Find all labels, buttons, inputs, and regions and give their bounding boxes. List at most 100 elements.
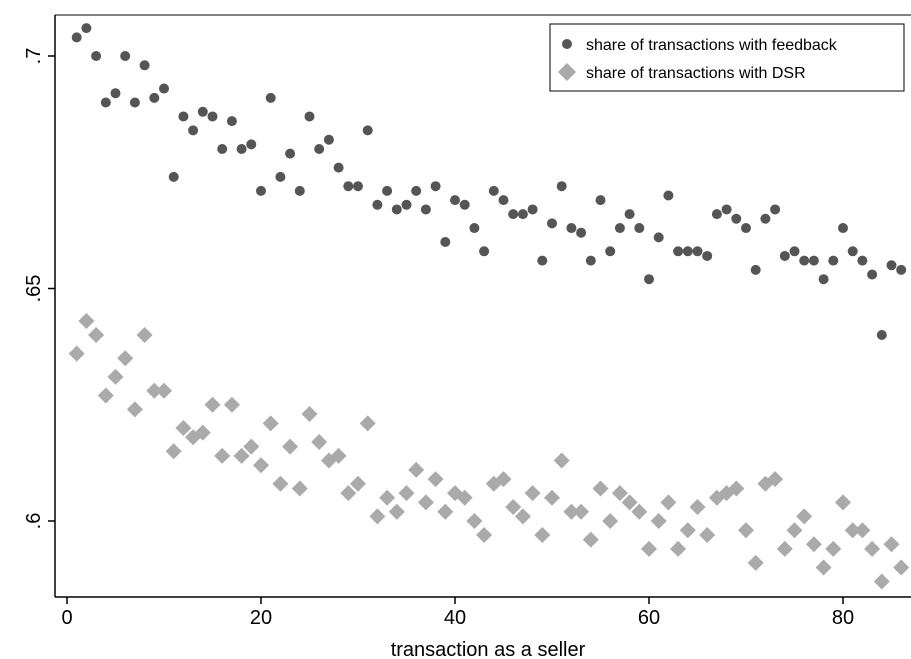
y-tick-label: .7	[23, 48, 45, 65]
data-point-dsr	[175, 420, 192, 436]
data-point-feedback	[605, 246, 616, 257]
data-point-feedback	[285, 148, 296, 159]
data-point-feedback	[537, 255, 548, 266]
data-point-feedback	[168, 171, 179, 182]
data-point-feedback	[663, 190, 674, 201]
data-point-feedback	[382, 185, 393, 196]
data-point-dsr	[873, 573, 890, 590]
data-point-feedback	[585, 255, 596, 266]
data-point-feedback	[799, 255, 810, 266]
data-point-feedback	[459, 199, 470, 210]
data-point-dsr	[796, 508, 813, 525]
data-point-feedback	[217, 144, 228, 154]
data-point-feedback	[547, 218, 557, 229]
data-point-dsr	[621, 494, 638, 511]
data-point-dsr	[563, 503, 580, 520]
data-point-dsr	[544, 489, 560, 506]
data-point-feedback	[411, 185, 422, 196]
data-point-feedback	[256, 185, 266, 196]
data-point-feedback	[624, 209, 635, 220]
data-point-feedback	[808, 255, 819, 266]
data-point-dsr	[650, 513, 667, 529]
data-point-dsr	[805, 536, 822, 553]
data-point-feedback	[779, 250, 790, 261]
data-point-dsr	[573, 503, 590, 520]
data-point-dsr	[427, 471, 444, 488]
data-point-dsr	[369, 508, 386, 525]
data-point-feedback	[207, 111, 218, 122]
data-point-feedback	[149, 92, 160, 103]
data-point-feedback	[576, 227, 587, 238]
x-axis-title: transaction as a seller	[391, 639, 586, 659]
x-tick-label: 40	[444, 607, 466, 629]
data-point-dsr	[728, 480, 745, 497]
data-point-feedback	[653, 232, 664, 243]
data-point-dsr	[340, 485, 357, 502]
data-point-feedback	[634, 223, 645, 234]
data-point-dsr	[272, 475, 289, 492]
data-point-dsr	[660, 494, 677, 511]
data-point-feedback	[391, 204, 402, 215]
legend-label-feedback: share of transactions with feedback	[586, 37, 838, 54]
data-point-feedback	[120, 51, 131, 61]
data-point-feedback	[401, 199, 412, 210]
data-point-feedback	[450, 195, 460, 206]
data-point-dsr	[88, 327, 105, 343]
data-point-feedback	[333, 162, 344, 173]
data-point-feedback	[236, 144, 247, 154]
data-point-feedback	[440, 237, 451, 247]
data-point-feedback	[323, 134, 334, 145]
data-point-feedback	[304, 111, 315, 122]
data-point-dsr	[456, 489, 473, 506]
x-axis-ticks: 0 20 40 60 80	[61, 597, 854, 629]
data-point-dsr	[738, 522, 754, 539]
data-point-feedback	[353, 181, 363, 192]
data-point-dsr	[631, 503, 648, 520]
data-point-feedback	[100, 97, 111, 108]
data-point-dsr	[776, 540, 793, 557]
data-point-dsr	[291, 480, 308, 497]
data-point-dsr	[786, 522, 803, 539]
data-point-dsr	[262, 415, 279, 432]
data-point-feedback	[197, 106, 208, 117]
data-point-feedback	[711, 209, 722, 220]
data-point-dsr	[97, 387, 114, 404]
data-point-dsr	[495, 471, 512, 488]
data-point-dsr	[476, 526, 493, 543]
data-point-dsr	[534, 526, 551, 543]
data-point-dsr	[330, 447, 347, 464]
x-tick-label: 0	[61, 607, 72, 629]
data-point-feedback	[760, 213, 771, 224]
data-point-feedback	[71, 32, 82, 43]
data-point-dsr	[417, 494, 434, 511]
data-point-dsr	[893, 559, 910, 576]
data-point-dsr	[379, 489, 396, 506]
legend: share of transactions with feedback shar…	[549, 23, 905, 92]
data-point-feedback	[614, 223, 625, 234]
data-point-dsr	[350, 475, 366, 492]
data-point-feedback	[343, 181, 354, 192]
data-point-feedback	[527, 204, 538, 215]
legend-box	[549, 23, 905, 92]
data-point-feedback	[275, 171, 286, 182]
data-point-feedback	[847, 246, 858, 257]
data-point-feedback	[731, 213, 742, 224]
data-point-dsr	[165, 443, 182, 460]
data-point-feedback	[188, 125, 199, 136]
data-point-feedback	[91, 51, 102, 61]
data-point-feedback	[673, 246, 684, 257]
data-point-dsr	[204, 396, 221, 413]
data-point-dsr	[670, 540, 687, 557]
data-point-dsr	[641, 540, 657, 557]
data-point-feedback	[488, 185, 499, 196]
data-point-dsr	[136, 327, 153, 343]
data-point-feedback	[789, 246, 800, 257]
data-point-dsr	[126, 401, 143, 418]
data-point-feedback	[750, 264, 761, 275]
x-tick-label: 20	[250, 607, 272, 629]
data-point-dsr	[505, 499, 522, 516]
data-point-feedback	[818, 274, 829, 285]
data-point-feedback	[838, 223, 848, 234]
data-point-dsr	[602, 513, 619, 529]
